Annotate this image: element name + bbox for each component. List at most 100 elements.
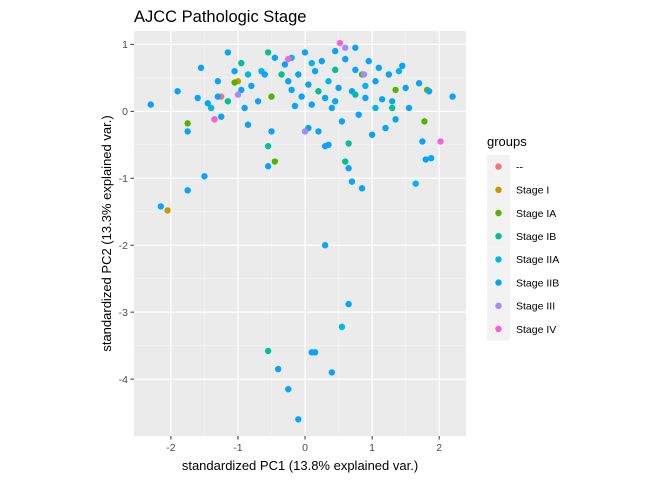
- data-point: [285, 78, 292, 85]
- data-point: [194, 94, 201, 102]
- data-point: [338, 323, 346, 331]
- legend-marker: [495, 233, 502, 240]
- data-point: [325, 78, 332, 85]
- legend-marker: [495, 325, 502, 333]
- data-point: [308, 59, 315, 67]
- data-point: [427, 154, 435, 162]
- legend-title: groups: [487, 134, 527, 149]
- data-point: [214, 78, 222, 85]
- data-point: [372, 78, 379, 85]
- data-point: [271, 158, 279, 165]
- data-point: [305, 81, 312, 88]
- data-point: [321, 94, 329, 102]
- data-point: [336, 39, 344, 47]
- data-point: [412, 180, 419, 187]
- data-point: [264, 49, 272, 56]
- data-point: [201, 173, 208, 180]
- data-point: [164, 207, 171, 214]
- data-point: [342, 55, 349, 63]
- data-point: [224, 49, 232, 56]
- data-point: [375, 64, 383, 72]
- data-point: [362, 82, 369, 90]
- data-point: [271, 54, 279, 61]
- data-point: [368, 131, 376, 138]
- data-point: [264, 347, 272, 355]
- data-point: [278, 71, 285, 78]
- data-point: [224, 98, 232, 105]
- legend-label: Stage IV: [516, 324, 556, 336]
- data-point: [264, 163, 272, 170]
- data-point: [244, 121, 252, 128]
- data-point: [264, 142, 272, 150]
- data-point: [238, 86, 245, 94]
- data-point: [281, 61, 289, 68]
- x-axis: -2 -1 0 1 2: [166, 436, 442, 454]
- x-tick-label: -2: [166, 442, 175, 454]
- data-point: [402, 84, 409, 92]
- data-point: [234, 91, 242, 98]
- legend-label: Stage IA: [516, 208, 556, 220]
- data-point: [332, 98, 339, 105]
- x-tick-label: 2: [436, 442, 442, 454]
- data-point: [298, 93, 305, 100]
- data-point: [399, 62, 406, 70]
- y-tick-label: 1: [122, 39, 128, 51]
- data-point: [360, 71, 368, 78]
- data-point: [238, 59, 245, 67]
- data-point: [405, 104, 413, 112]
- x-tick-label: 1: [369, 442, 375, 454]
- data-point: [311, 67, 319, 75]
- grid-major: [134, 31, 466, 436]
- y-tick-label: -1: [119, 173, 128, 185]
- data-point: [147, 101, 154, 108]
- data-point: [345, 165, 352, 172]
- y-tick-label: -3: [119, 307, 128, 319]
- data-point: [275, 365, 282, 373]
- legend-marker: [495, 186, 502, 193]
- data-point: [437, 138, 444, 145]
- data-points: [147, 39, 456, 423]
- data-point: [348, 88, 356, 95]
- data-point: [332, 66, 339, 74]
- data-point: [301, 49, 309, 56]
- data-point: [362, 94, 369, 102]
- data-point: [389, 98, 396, 105]
- data-point: [422, 156, 429, 163]
- legend-label: Stage IIA: [516, 254, 559, 266]
- data-point: [449, 93, 456, 100]
- data-point: [321, 242, 329, 249]
- x-tick-label: 0: [302, 442, 308, 454]
- data-point: [174, 88, 181, 95]
- legend: groups -- Stage I Stage IA Stage IB Stage II…: [487, 134, 559, 341]
- y-tick-label: -2: [119, 240, 128, 252]
- data-point: [241, 104, 248, 112]
- data-point: [315, 88, 322, 95]
- legend-label: Stage IB: [516, 231, 556, 243]
- legend-marker: [495, 209, 502, 217]
- data-point: [285, 385, 292, 393]
- data-point: [335, 84, 342, 92]
- y-axis: -4 -3 -2 -1 0 1: [119, 39, 134, 386]
- data-point: [315, 128, 322, 135]
- legend-label: Stage I: [516, 185, 549, 197]
- data-point: [328, 369, 336, 376]
- data-point: [231, 67, 238, 75]
- data-point: [342, 44, 349, 51]
- data-point: [392, 116, 399, 123]
- data-point: [248, 82, 255, 90]
- data-point: [419, 138, 426, 145]
- chart-title: AJCC Pathologic Stage: [134, 8, 306, 26]
- data-point: [385, 71, 393, 78]
- data-point: [342, 158, 349, 165]
- data-point: [217, 113, 225, 120]
- data-point: [311, 349, 319, 356]
- data-point: [207, 104, 215, 112]
- data-point: [301, 128, 309, 135]
- data-point: [254, 98, 262, 105]
- data-point: [295, 416, 302, 423]
- x-axis-title: standardized PC1 (13.8% explained var.): [182, 458, 418, 473]
- data-point: [345, 140, 352, 147]
- data-point: [211, 116, 218, 123]
- data-point: [382, 124, 389, 132]
- data-point: [328, 104, 336, 112]
